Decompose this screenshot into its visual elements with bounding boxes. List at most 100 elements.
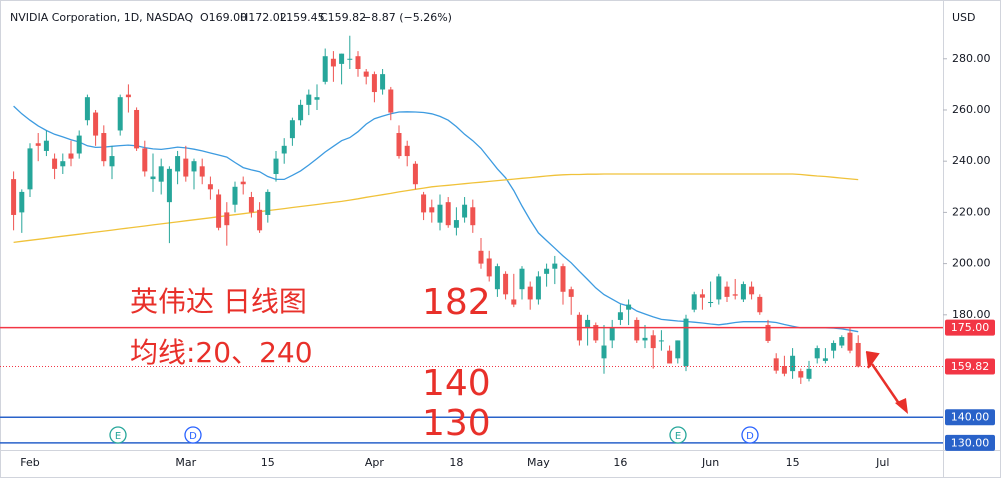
candle-body [724, 286, 730, 297]
candle-body [437, 204, 443, 223]
price-label: 140.00 [951, 411, 990, 424]
event-marker [669, 426, 687, 444]
candle-body [494, 266, 500, 290]
candle-body [486, 258, 492, 277]
x-tick-label: 16 [613, 456, 627, 469]
event-marker [184, 426, 202, 444]
arrow-line [870, 363, 902, 406]
annotation: 182 [422, 282, 491, 323]
event-marker [741, 426, 759, 444]
candle-body [634, 319, 640, 341]
x-tick-label: 18 [449, 456, 463, 469]
candle-body [609, 327, 615, 341]
candle-body [453, 220, 459, 228]
candle-body [183, 158, 189, 177]
candle-body [166, 168, 172, 203]
candle-body [224, 212, 230, 226]
currency: USD [952, 11, 976, 24]
arrow-head-up [865, 351, 880, 369]
candle-body [314, 97, 320, 100]
candle-body [158, 166, 164, 182]
candle-body [339, 53, 345, 64]
price-label: 175.00 [951, 321, 990, 334]
candle-body [462, 204, 468, 218]
x-tick-label: Jul [875, 456, 889, 469]
candle-body [380, 74, 386, 90]
candle-body [773, 358, 779, 371]
candle-body [470, 207, 476, 226]
ohlc-value: L159.45 [280, 11, 325, 24]
candle-body [699, 294, 705, 298]
moving-average [13, 105, 859, 333]
candle-body [708, 302, 714, 304]
ohlc-value: O169.00 [200, 11, 247, 24]
candle-body [421, 194, 427, 213]
candle-body [683, 318, 689, 367]
event-marker [109, 426, 127, 444]
x-tick-label: Jun [701, 456, 719, 469]
candle-body [519, 268, 525, 290]
price-label-box [945, 358, 995, 375]
ohlc-value: H172.02 [240, 11, 287, 24]
price-label-box [945, 319, 995, 336]
candle-body [626, 304, 632, 310]
candle-body [101, 133, 107, 162]
annotation: 130 [422, 403, 491, 444]
candle-body [117, 97, 123, 131]
annotation: 英伟达 日线图 [130, 285, 307, 318]
x-tick-label: Apr [365, 456, 385, 469]
candle-body [199, 166, 205, 177]
ohlc-value: C159.82 [320, 11, 366, 24]
candle-body [535, 276, 541, 300]
annotation: 140 [422, 363, 491, 404]
candle-body [248, 197, 254, 213]
price-label: 130.00 [951, 436, 990, 449]
candle-body [125, 94, 131, 98]
candle-body [347, 58, 353, 60]
candle-body [281, 145, 287, 154]
candle-body [749, 286, 755, 295]
candle-body [84, 97, 90, 121]
candle-body [35, 143, 41, 146]
price-label-box [945, 434, 995, 451]
price-label-box [945, 409, 995, 426]
candle-body [371, 74, 377, 93]
event-label: E [115, 431, 121, 442]
candle-body [404, 145, 410, 157]
candle-body [232, 186, 238, 205]
candle-body [503, 273, 509, 295]
candle-body [257, 209, 263, 231]
candle-body [207, 184, 213, 190]
candle-body [765, 325, 771, 341]
y-tick-label: 180.00 [952, 308, 991, 321]
candle-body [298, 104, 304, 121]
candle-body [601, 345, 607, 359]
candle-body [216, 194, 222, 228]
event-label: E [675, 431, 681, 442]
y-tick-label: 280.00 [952, 52, 991, 65]
annotation: 均线:20、240 [130, 336, 313, 369]
candle-body [814, 348, 820, 359]
x-tick-label: May [527, 456, 550, 469]
candle-body [445, 202, 451, 226]
y-tick-label: 200.00 [952, 257, 991, 270]
plot: 180.00 200.00 220.00 240.00 260.00 280.00 Feb M… [0, 35, 995, 469]
y-tick-label: 240.00 [952, 154, 991, 167]
candle-body [675, 340, 681, 359]
x-tick-label: 15 [261, 456, 275, 469]
candle-body [412, 163, 418, 185]
candle-body [322, 56, 328, 82]
candle-body [831, 342, 837, 351]
price-label: 159.82 [951, 360, 990, 373]
candle-body [396, 133, 402, 157]
candle-body [716, 276, 722, 300]
candle-body [527, 286, 533, 300]
candle-body [142, 148, 148, 172]
candle-body [642, 337, 648, 341]
arrow-head [895, 398, 908, 414]
candle-body [93, 112, 99, 136]
candle-body [839, 337, 845, 346]
header: NVIDIA Corporation, 1D, NASDAQ O169.00H1… [10, 11, 452, 24]
x-tick-label: 15 [786, 456, 800, 469]
candle-body [790, 355, 796, 372]
